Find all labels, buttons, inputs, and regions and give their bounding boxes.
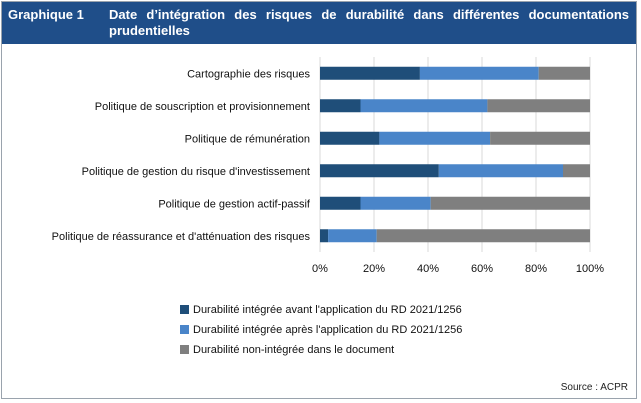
bar-segment bbox=[419, 66, 539, 80]
bar-segment bbox=[328, 229, 377, 243]
x-tick-label: 20% bbox=[363, 263, 385, 275]
chart-header: Graphique 1 Date d’intégration des risqu… bbox=[2, 2, 636, 44]
figure-label: Graphique 1 bbox=[8, 7, 84, 22]
bar-segment bbox=[490, 131, 590, 145]
bar-segment bbox=[376, 229, 590, 243]
legend-swatch bbox=[180, 305, 189, 314]
figure-title: Date d’intégration des risques de durabi… bbox=[109, 7, 629, 38]
bar-segment bbox=[487, 99, 590, 113]
x-tick-label: 60% bbox=[471, 263, 493, 275]
bar-segment bbox=[320, 196, 361, 210]
category-label: Politique de gestion du risque d'investi… bbox=[82, 166, 310, 178]
bar-segment bbox=[320, 99, 361, 113]
bar-segment bbox=[438, 164, 563, 178]
bar-segment bbox=[360, 196, 431, 210]
x-tick-label: 80% bbox=[525, 263, 547, 275]
category-label: Politique de rémunération bbox=[185, 133, 310, 145]
category-label: Politique de souscription et provisionne… bbox=[95, 101, 310, 113]
source-note: Source : ACPR bbox=[560, 382, 628, 393]
bar-segment bbox=[538, 66, 590, 80]
bar-segment bbox=[320, 131, 380, 145]
category-label: Politique de gestion actif-passif bbox=[158, 198, 311, 210]
bar-segment bbox=[379, 131, 491, 145]
bar-segment bbox=[320, 164, 439, 178]
category-label: Cartographie des risques bbox=[187, 68, 310, 80]
bar-segment bbox=[320, 66, 420, 80]
legend-swatch bbox=[180, 325, 189, 334]
category-label: Politique de réassurance et d'atténuatio… bbox=[52, 231, 311, 243]
x-tick-label: 40% bbox=[417, 263, 439, 275]
bar-segment bbox=[430, 196, 590, 210]
x-tick-label: 100% bbox=[576, 263, 604, 275]
legend-label: Durabilité intégrée avant l'application … bbox=[193, 304, 462, 316]
legend-swatch bbox=[180, 345, 189, 354]
bar-segment bbox=[563, 164, 590, 178]
bar-segment bbox=[360, 99, 488, 113]
x-tick-label: 0% bbox=[312, 263, 328, 275]
legend-label: Durabilité non-intégrée dans le document bbox=[193, 344, 394, 356]
bar-segment bbox=[320, 229, 329, 243]
legend-label: Durabilité intégrée après l'application … bbox=[193, 324, 462, 336]
